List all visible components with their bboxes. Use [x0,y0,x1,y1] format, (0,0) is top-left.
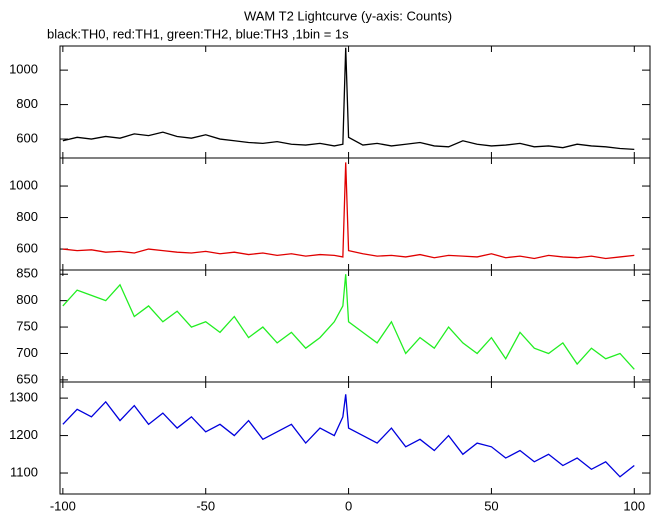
y-tick-label: 800 [16,96,38,111]
series-line [62,274,635,370]
x-tick-label: 0 [345,498,352,513]
x-tick-label: -50 [196,498,215,513]
y-tick-label: 850 [16,266,38,281]
x-tick-label: 100 [623,498,645,513]
y-tick-label: 1100 [10,464,38,479]
chart-title: WAM T2 Lightcurve (y-axis: Counts) [244,8,452,23]
y-tick-label: 800 [16,209,38,224]
y-tick-label: 750 [16,318,38,333]
series-line [62,162,635,260]
y-tick-label: 600 [16,130,38,145]
y-tick-label: 650 [16,371,38,386]
y-tick-label: 800 [16,292,38,307]
panel-frame [59,157,651,271]
x-tick-label: 50 [484,498,498,513]
series-line [62,47,635,151]
y-tick-label: 600 [16,240,38,255]
y-tick-label: 1300 [9,390,38,405]
x-tick-label: -100 [50,498,76,513]
y-tick-label: 1200 [9,427,38,442]
y-tick-label: 1000 [9,62,38,77]
y-tick-label: 1000 [9,177,38,192]
chart-subtitle: black:TH0, red:TH1, green:TH2, blue:TH3 … [47,26,349,41]
panel-frame [59,381,651,495]
y-tick-label: 700 [16,345,38,360]
series-line [62,394,635,478]
